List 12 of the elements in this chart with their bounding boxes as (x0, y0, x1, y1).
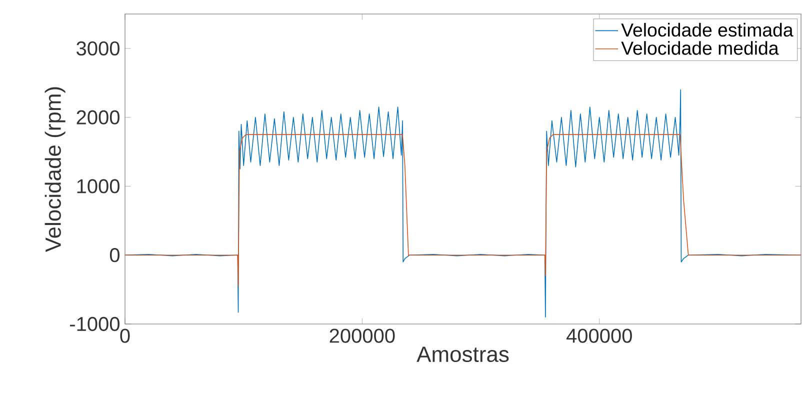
x-tick-label: 400000 (566, 328, 632, 343)
y-tick-label: 2000 (76, 110, 120, 124)
y-tick-label: 3000 (76, 41, 120, 56)
y-tick-label: 1000 (77, 179, 120, 194)
y-axis-title: Velocidade (rpm) (44, 87, 66, 252)
x-tick-label: 200000 (330, 328, 395, 343)
y-tick-label: 0 (110, 248, 120, 262)
legend-label: Velocidade estimada (621, 22, 794, 37)
x-axis-title: Amostras (416, 346, 509, 362)
legend-label: Velocidade medida (621, 41, 779, 55)
y-tick-label: -1000 (70, 316, 120, 332)
x-tick-label: 0 (120, 328, 130, 343)
